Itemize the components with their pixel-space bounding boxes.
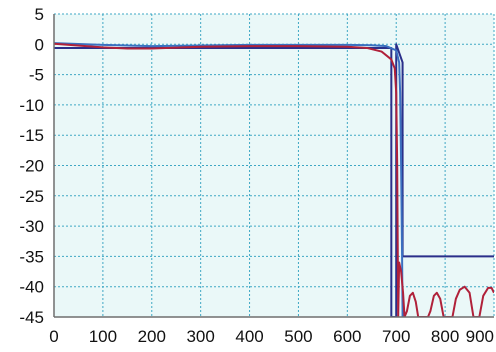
y-tick-labels: 5 0 -5 -10 -15 -20 -25 -30 -35 -40 -45 xyxy=(19,5,44,327)
y-tick-label: 5 xyxy=(35,5,44,24)
y-tick-label: -20 xyxy=(19,157,44,176)
x-tick-label: 600 xyxy=(333,327,361,346)
y-tick-label: -15 xyxy=(19,126,44,145)
x-tick-label: 900 xyxy=(466,327,494,346)
series-line-3 xyxy=(54,42,494,317)
y-tick-label: -10 xyxy=(19,96,44,115)
x-tick-label: 400 xyxy=(235,327,263,346)
y-tick-label: -5 xyxy=(29,66,44,85)
x-tick-label: 800 xyxy=(431,327,459,346)
x-tick-label: 300 xyxy=(186,327,214,346)
x-tick-label: 500 xyxy=(284,327,312,346)
y-tick-label: -45 xyxy=(19,308,44,327)
axes xyxy=(53,14,494,318)
y-tick-label: -25 xyxy=(19,187,44,206)
x-tick-label: 100 xyxy=(89,327,117,346)
x-tick-labels: 0 100 200 300 400 500 600 700 800 900 xyxy=(49,327,494,346)
x-tick-label: 0 xyxy=(49,327,58,346)
x-tick-label: 200 xyxy=(138,327,166,346)
y-tick-label: -35 xyxy=(19,247,44,266)
y-tick-label: -30 xyxy=(19,217,44,236)
x-tick-label: 700 xyxy=(382,327,410,346)
y-tick-label: 0 xyxy=(35,35,44,54)
series-group xyxy=(54,42,494,317)
series-line-2 xyxy=(54,42,404,317)
y-tick-label: -40 xyxy=(19,278,44,297)
